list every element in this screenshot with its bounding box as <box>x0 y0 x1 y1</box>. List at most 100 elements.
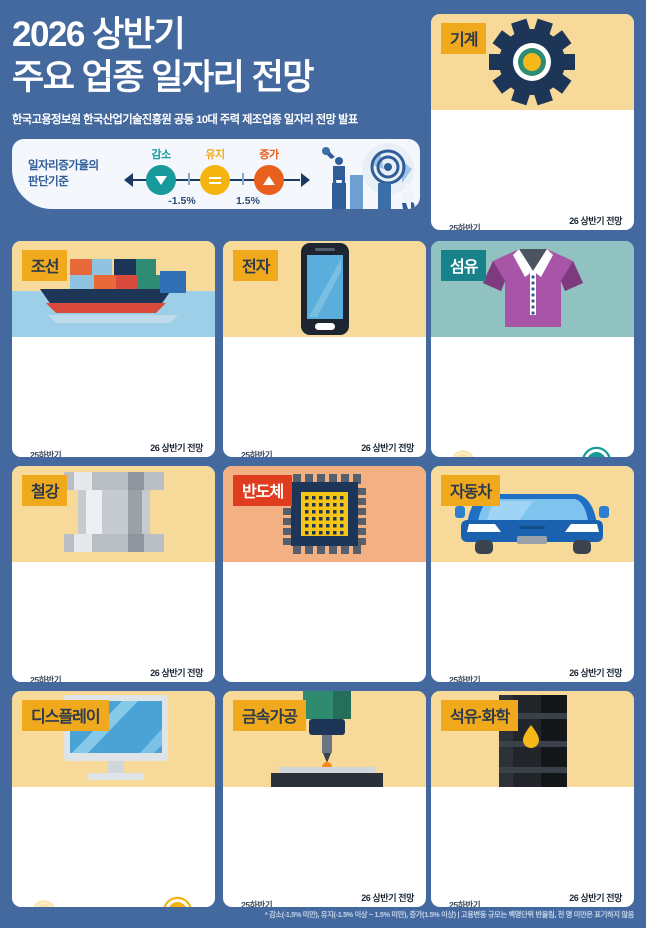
card-stats-steel: 25하반기 -0.9% -1천명 26 상반기 전망 -0.6% -1천명 <box>12 562 215 682</box>
industry-card-machinery[interactable]: 기계 25하반기 -0.4% -2천명 26 상반기 전망 -0. <box>431 14 634 230</box>
marker-prev-display <box>34 902 54 907</box>
legend-tick-low <box>188 173 190 186</box>
marker-forecast-display <box>165 899 190 907</box>
forecast-caption-electronics: 26 상반기 전망 <box>361 443 414 453</box>
card-label-textile: 섬유 <box>441 250 487 281</box>
page-title-line1: 2026 상반기 <box>12 15 186 54</box>
card-label-electronics: 전자 <box>233 250 279 281</box>
marker-prev-textile <box>453 452 473 457</box>
forecast-value-machinery: -0.4% <box>569 227 622 230</box>
prev-period-stat-automobile: 25하반기 +0.6% +2천명 <box>449 674 493 682</box>
equals-icon <box>209 174 222 187</box>
prev-period-caption-automobile: 25하반기 <box>449 675 481 682</box>
forecast-caption-steel: 26 상반기 전망 <box>150 668 203 678</box>
card-label-steel: 철강 <box>22 475 68 506</box>
forecast-caption-machinery: 26 상반기 전망 <box>569 216 622 226</box>
card-image-textile: 섬유 <box>431 241 634 337</box>
prev-period-stat-shipbuilding: 25하반기 +0.9% +1천명 <box>30 449 74 457</box>
card-label-shipbuilding: 조선 <box>22 250 68 281</box>
card-stats-electronics: 25하반기 -0.5% -4천명 26 상반기 전망 -0.1% -1천명 <box>223 337 426 457</box>
prev-period-caption-shipbuilding: 25하반기 <box>30 450 62 457</box>
card-image-machinery: 기계 <box>431 14 634 110</box>
triangle-up-icon <box>263 174 276 187</box>
legend-title: 일자리증가율의 판단기준 <box>28 158 124 191</box>
legend-keep-chip: 유지 1.5% <box>200 149 260 207</box>
legend-decrease-threshold: -1.5% <box>168 195 196 208</box>
industry-card-automobile[interactable]: 자동차 25하반기 +0.6% +2천명 <box>431 466 634 682</box>
card-stats-textile: 25하반기 -3.5% -5천명 26 상반기 전망 -2.0% -3천명 <box>431 337 634 457</box>
forecast-stat-petrochemical: 26 상반기 전망 -0.2% -1천명 <box>569 891 622 907</box>
forecast-stat-steel: 26 상반기 전망 -0.6% -1천명 <box>150 666 203 682</box>
triangle-down-icon <box>155 174 168 187</box>
card-stats-automobile: 25하반기 +0.6% +2천명 26 상반기 전망 +0.5% +2천명 <box>431 562 634 682</box>
card-image-steel: 철강 <box>12 466 215 562</box>
card-image-display: 디스플레이 <box>12 691 215 787</box>
legend-increase-chip: 증가 <box>254 149 284 196</box>
arrow-right-icon <box>301 173 310 188</box>
prev-period-caption-petrochemical: 25하반기 <box>449 900 481 907</box>
forecast-value-steel: -0.6% <box>150 679 203 682</box>
card-label-metalwork: 금속가공 <box>233 700 306 731</box>
legend-scale: 감소 -1.5% 유지 1.5% 증가 <box>124 139 310 209</box>
legend-box: 일자리증가율의 판단기준 감소 -1.5% 유지 1.5% <box>12 139 420 210</box>
legend-title-line2: 판단기준 <box>28 176 69 189</box>
industry-card-steel[interactable]: 철강 25하반기 -0.9% -1천명 26 상반기 <box>12 466 215 682</box>
card-stats-metalwork: 25하반기 -1.3% -4천명 26 상반기 전망 -0.9% -3천명 <box>223 787 426 907</box>
card-label-petrochemical: 석유·화학 <box>441 700 519 731</box>
industry-card-electronics[interactable]: 전자 25하반기 -0.5% -4천명 26 상반기 전망 -0. <box>223 241 426 457</box>
header: 2026 상반기 주요 업종 일자리 전망 한국고용정보원 한국산업기술진흥원 … <box>12 14 634 236</box>
forecast-caption-automobile: 26 상반기 전망 <box>569 668 622 678</box>
industry-card-petrochemical[interactable]: 석유·화학 25하반기 +0.1% 2 <box>431 691 634 907</box>
prev-period-caption-steel: 25하반기 <box>30 675 62 682</box>
forecast-value-automobile: +0.5% <box>569 679 622 682</box>
forecast-stat-machinery: 26 상반기 전망 -0.4% -2천명 <box>569 214 622 230</box>
footnote: * 감소(-1.5% 미만), 유지(-1.5% 이상 ~ 1.5% 미만), … <box>264 910 634 919</box>
card-image-electronics: 전자 <box>223 241 426 337</box>
prev-period-caption-metalwork: 25하반기 <box>241 900 273 907</box>
title-block: 2026 상반기 주요 업종 일자리 전망 한국고용정보원 한국산업기술진흥원 … <box>12 14 420 127</box>
card-stats-petrochemical: 25하반기 +0.1% 26 상반기 전망 -0.2% -1천명 <box>431 787 634 907</box>
prev-period-caption-machinery: 25하반기 <box>449 223 481 230</box>
industry-card-semiconductor[interactable]: 반도체 25하반기 +3.2% +5천명 26 상반기 전망 +2.8% +4천… <box>223 466 426 682</box>
legend-decrease-label: 감소 <box>151 149 171 162</box>
card-label-display: 디스플레이 <box>22 700 109 731</box>
card-image-metalwork: 금속가공 <box>223 691 426 787</box>
prev-period-caption-electronics: 25하반기 <box>241 450 273 457</box>
industry-card-shipbuilding[interactable]: 조선 25하반기 +0.9% +1천명 <box>12 241 215 457</box>
card-stats-semiconductor: 25하반기 +3.2% +5천명 26 상반기 전망 +2.8% +4천명 <box>223 562 426 682</box>
card-label-automobile: 자동차 <box>441 475 501 506</box>
card-image-semiconductor: 반도체 <box>223 466 426 562</box>
card-stats-machinery: 25하반기 -0.4% -2천명 26 상반기 전망 -0.4% -2천명 <box>431 110 634 230</box>
forecast-value-electronics: -0.1% <box>361 454 414 457</box>
card-image-automobile: 자동차 <box>431 466 634 562</box>
prev-period-stat-electronics: 25하반기 -0.5% -4천명 <box>241 449 280 457</box>
legend-decrease-chip: 감소 -1.5% <box>146 149 196 207</box>
forecast-value-metalwork: -0.9% <box>361 904 414 907</box>
card-image-petrochemical: 석유·화학 <box>431 691 634 787</box>
forecast-value-shipbuilding: +0.8% <box>150 454 203 457</box>
legend-tick-high <box>242 173 244 186</box>
prev-period-stat-machinery: 25하반기 -0.4% -2천명 <box>449 222 488 230</box>
industry-card-textile[interactable]: 섬유 25하반기 -3.5% -5천명 26 상반기 전망 -2.0% -3천 <box>431 241 634 457</box>
forecast-stat-automobile: 26 상반기 전망 +0.5% +2천명 <box>569 666 622 682</box>
forecast-caption-metalwork: 26 상반기 전망 <box>361 893 414 903</box>
arrow-left-icon <box>124 173 133 188</box>
page-title-line2: 주요 업종 일자리 전망 <box>12 57 314 97</box>
forecast-caption-shipbuilding: 26 상반기 전망 <box>150 443 203 453</box>
legend-keep-label: 유지 <box>205 149 225 162</box>
industry-card-display[interactable]: 디스플레이 25하반기 -2.7% -3천명 26 상반기 전망 <box>12 691 215 907</box>
prev-period-stat-steel: 25하반기 -0.9% -1천명 <box>30 674 69 682</box>
marker-forecast-textile <box>584 449 609 457</box>
industry-card-metalwork[interactable]: 금속가공 25하반기 -1.3% -4천명 <box>223 691 426 907</box>
card-stats-shipbuilding: 25하반기 +0.9% +1천명 26 상반기 전망 +0.8% +1천명 <box>12 337 215 457</box>
forecast-value-petrochemical: -0.2% <box>569 904 622 907</box>
card-label-machinery: 기계 <box>441 23 487 54</box>
prev-period-stat-petrochemical: 25하반기 +0.1% <box>449 899 493 907</box>
card-image-shipbuilding: 조선 <box>12 241 215 337</box>
legend-increase-label: 증가 <box>259 149 279 162</box>
forecast-stat-metalwork: 26 상반기 전망 -0.9% -3천명 <box>361 891 414 907</box>
forecast-caption-petrochemical: 26 상반기 전망 <box>569 893 622 903</box>
people-target-illustration <box>322 143 415 210</box>
forecast-stat-electronics: 26 상반기 전망 -0.1% -1천명 <box>361 441 414 457</box>
